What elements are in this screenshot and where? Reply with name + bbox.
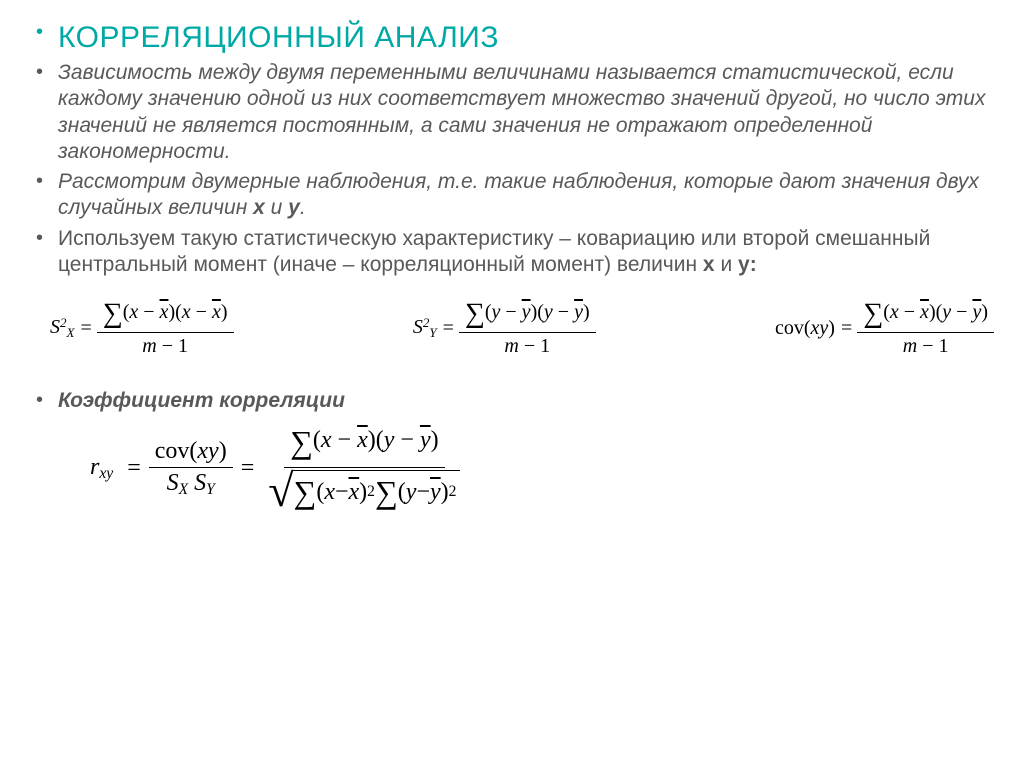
- formula-rxy: rxy = cov(xy) SX SY = ∑(x − x)(y − y) √ …: [90, 424, 466, 513]
- correlation-formula: rxy = cov(xy) SX SY = ∑(x − x)(y − y) √ …: [90, 424, 994, 513]
- coef-label-text: Коэффициент корреляции: [58, 389, 345, 412]
- para3-text: Используем такую статистическую характер…: [58, 227, 930, 276]
- formula-cov: cov(xy) = ∑(x − x)(y − y) m − 1: [775, 298, 994, 358]
- page-title: КОРРЕЛЯЦИОННЫЙ АНАЛИЗ: [58, 21, 499, 54]
- title-bullet: КОРРЕЛЯЦИОННЫЙ АНАЛИЗ: [30, 20, 994, 56]
- para2-text: Рассмотрим двумерные наблюдения, т.е. та…: [58, 170, 979, 219]
- formula-sy2: S2Y = ∑(y − y)(y − y) m − 1: [413, 298, 596, 358]
- paragraph-1: Зависимость между двумя переменными вели…: [30, 60, 994, 165]
- paragraph-3: Используем такую статистическую характер…: [30, 226, 994, 279]
- paragraph-2: Рассмотрим двумерные наблюдения, т.е. та…: [30, 169, 994, 222]
- coef-label: Коэффициент корреляции: [30, 388, 994, 414]
- para1-text: Зависимость между двумя переменными вели…: [58, 61, 985, 163]
- formula-sx2: S2X = ∑(x − x)(x − x) m − 1: [50, 298, 234, 358]
- variance-cov-formulas: S2X = ∑(x − x)(x − x) m − 1 S2Y = ∑(y − …: [50, 298, 994, 358]
- sqrt-icon: √: [268, 470, 293, 511]
